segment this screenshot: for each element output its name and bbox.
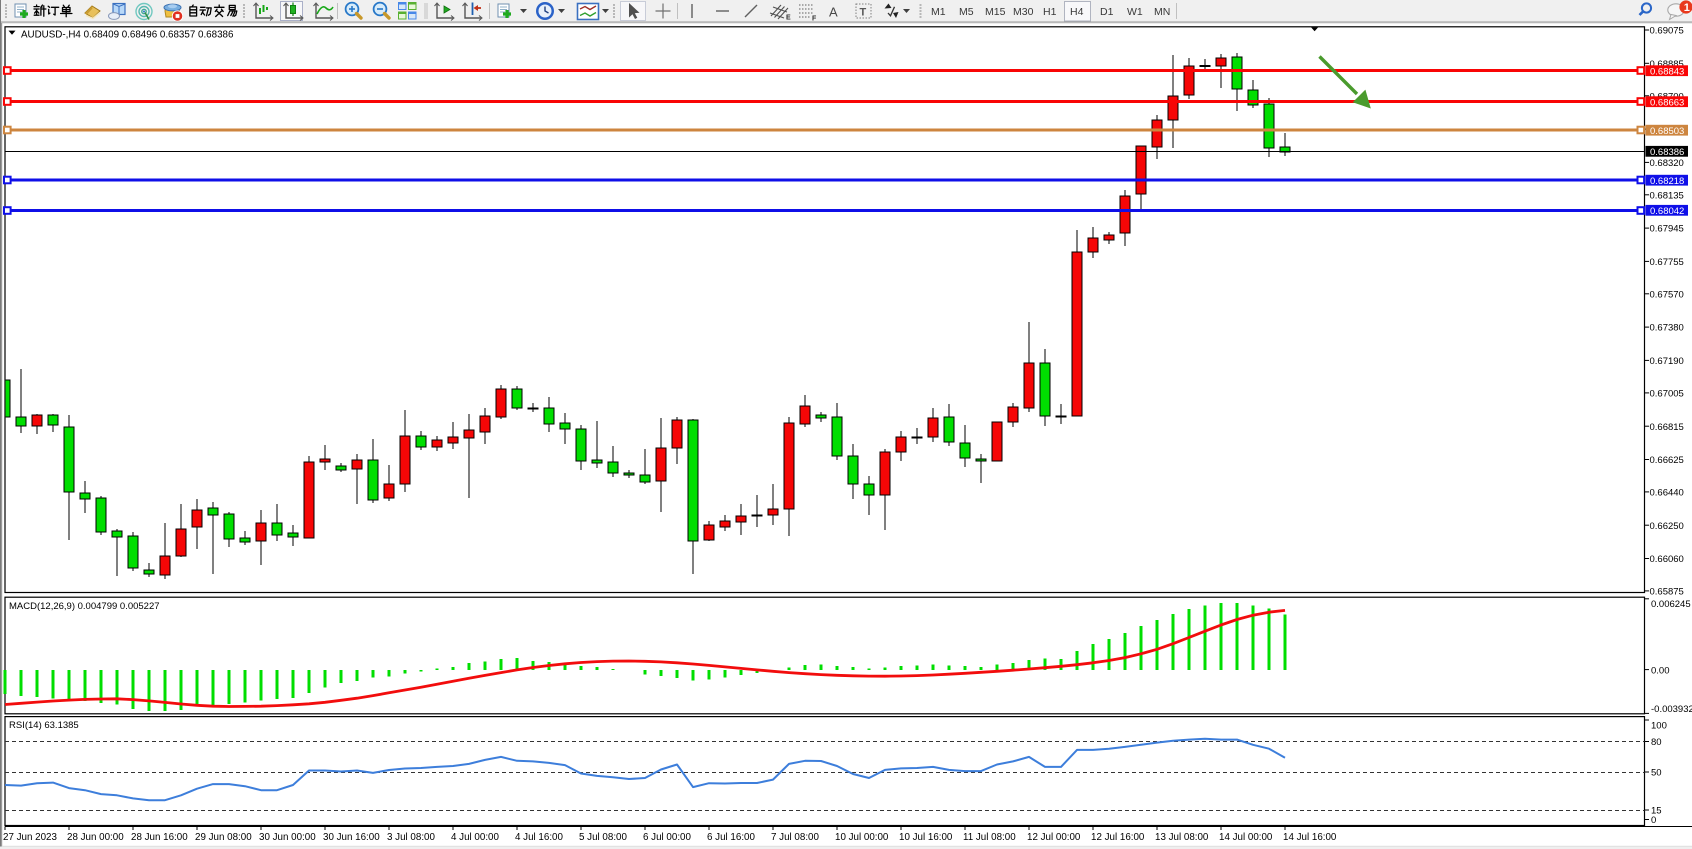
svg-text:D1: D1 [1100, 6, 1114, 18]
svg-text:M1: M1 [931, 6, 946, 18]
svg-text:0.67190: 0.67190 [1650, 356, 1684, 367]
svg-text:0.66060: 0.66060 [1650, 554, 1684, 565]
svg-text:11 Jul 08:00: 11 Jul 08:00 [963, 832, 1016, 843]
svg-text:0: 0 [1651, 815, 1656, 826]
svg-text:80: 80 [1651, 737, 1662, 748]
svg-text:0.65875: 0.65875 [1650, 587, 1684, 598]
svg-text:M15: M15 [985, 6, 1006, 18]
svg-text:H1: H1 [1043, 6, 1057, 18]
svg-text:4 Jul 00:00: 4 Jul 00:00 [451, 832, 499, 843]
svg-text:-0.003932: -0.003932 [1651, 704, 1692, 715]
svg-text:0.69075: 0.69075 [1650, 26, 1684, 37]
svg-text:T: T [860, 7, 867, 19]
svg-text:5 Jul 08:00: 5 Jul 08:00 [579, 832, 627, 843]
svg-text:0.68386: 0.68386 [1650, 147, 1684, 158]
svg-text:100: 100 [1651, 720, 1667, 731]
svg-text:27 Jun 2023: 27 Jun 2023 [3, 832, 57, 843]
svg-text:A: A [829, 5, 838, 20]
svg-text:M30: M30 [1013, 6, 1034, 18]
svg-text:0.68843: 0.68843 [1650, 66, 1684, 77]
svg-text:6 Jul 00:00: 6 Jul 00:00 [643, 832, 691, 843]
svg-text:0.67945: 0.67945 [1650, 224, 1684, 235]
svg-text:0.66250: 0.66250 [1650, 521, 1684, 532]
svg-text:E: E [786, 15, 791, 22]
svg-text:30 Jun 16:00: 30 Jun 16:00 [323, 832, 380, 843]
svg-text:29 Jun 08:00: 29 Jun 08:00 [195, 832, 252, 843]
svg-text:14 Jul 00:00: 14 Jul 00:00 [1219, 832, 1273, 843]
svg-text:MACD(12,26,9) 0.004799 0.00522: MACD(12,26,9) 0.004799 0.005227 [9, 601, 160, 612]
svg-text:13 Jul 08:00: 13 Jul 08:00 [1155, 832, 1209, 843]
svg-text:W1: W1 [1127, 6, 1143, 18]
svg-text:0.68218: 0.68218 [1650, 176, 1684, 187]
svg-text:RSI(14) 63.1385: RSI(14) 63.1385 [9, 720, 79, 731]
svg-text:28 Jun 00:00: 28 Jun 00:00 [67, 832, 124, 843]
svg-text:0.66625: 0.66625 [1650, 455, 1684, 466]
svg-text:AUDUSD-,H4 0.68409 0.68496 0.: AUDUSD-,H4 0.68409 0.68496 0.68357 0.683… [21, 30, 234, 41]
svg-text:H4: H4 [1070, 6, 1084, 18]
svg-text:0.67755: 0.67755 [1650, 257, 1684, 268]
svg-text:0.66815: 0.66815 [1650, 422, 1684, 433]
svg-text:10 Jul 16:00: 10 Jul 16:00 [899, 832, 953, 843]
svg-text:12 Jul 00:00: 12 Jul 00:00 [1027, 832, 1081, 843]
svg-text:0.68320: 0.68320 [1650, 158, 1684, 169]
svg-text:3 Jul 08:00: 3 Jul 08:00 [387, 832, 435, 843]
svg-text:30 Jun 00:00: 30 Jun 00:00 [259, 832, 316, 843]
svg-text:0.67380: 0.67380 [1650, 323, 1684, 334]
svg-text:1: 1 [1684, 2, 1690, 14]
svg-text:F: F [812, 16, 817, 23]
svg-text:12 Jul 16:00: 12 Jul 16:00 [1091, 832, 1145, 843]
svg-text:50: 50 [1651, 767, 1662, 778]
svg-text:7 Jul 08:00: 7 Jul 08:00 [771, 832, 819, 843]
svg-text:0.68135: 0.68135 [1650, 190, 1684, 201]
svg-text:10 Jul 00:00: 10 Jul 00:00 [835, 832, 889, 843]
svg-text:0.67005: 0.67005 [1650, 389, 1684, 400]
svg-text:15: 15 [1651, 805, 1662, 816]
svg-text:M5: M5 [959, 6, 974, 18]
svg-text:28 Jun 16:00: 28 Jun 16:00 [131, 832, 188, 843]
svg-text:0.006245: 0.006245 [1651, 599, 1691, 610]
svg-text:0.68885: 0.68885 [1650, 59, 1684, 70]
svg-text:0.68663: 0.68663 [1650, 97, 1684, 108]
svg-text:6 Jul 16:00: 6 Jul 16:00 [707, 832, 755, 843]
svg-text:0.00: 0.00 [1651, 665, 1670, 676]
svg-text:MN: MN [1154, 6, 1170, 18]
svg-text:14 Jul 16:00: 14 Jul 16:00 [1283, 832, 1337, 843]
svg-text:0.68503: 0.68503 [1650, 126, 1684, 137]
svg-text:0.66440: 0.66440 [1650, 488, 1684, 499]
svg-text:4 Jul 16:00: 4 Jul 16:00 [515, 832, 563, 843]
svg-text:0.68042: 0.68042 [1650, 206, 1684, 217]
svg-text:0.67570: 0.67570 [1650, 289, 1684, 300]
